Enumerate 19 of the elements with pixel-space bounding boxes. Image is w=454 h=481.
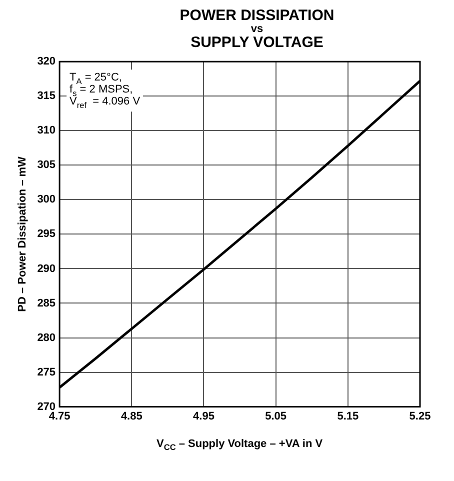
y-tick-label: 280 [37, 332, 56, 344]
y-tick-label: 315 [37, 90, 56, 102]
x-tick-label: 5.15 [337, 410, 359, 422]
x-tick-label: 5.05 [265, 410, 287, 422]
x-tick-label: 5.25 [409, 410, 431, 422]
y-tick-label: 270 [37, 400, 56, 413]
chart-title: POWER DISSIPATION vs SUPPLY VOLTAGE [178, 7, 336, 52]
x-tick-label: 4.75 [48, 410, 70, 422]
x-tick-label: 4.95 [193, 410, 214, 422]
y-tick-label: 300 [37, 194, 56, 206]
x-tick-label: 4.85 [120, 410, 142, 422]
y-tick-label: 295 [37, 228, 56, 240]
y-axis-title: PD – Power Dissipation – mW [16, 156, 29, 312]
y-tick-label: 320 [37, 56, 56, 68]
y-tick-label: 290 [37, 262, 56, 275]
y-tick-label: 310 [37, 124, 56, 137]
y-tick-label: 285 [37, 297, 56, 310]
y-tick-label: 305 [37, 159, 56, 172]
y-tick-label: 275 [37, 366, 56, 378]
